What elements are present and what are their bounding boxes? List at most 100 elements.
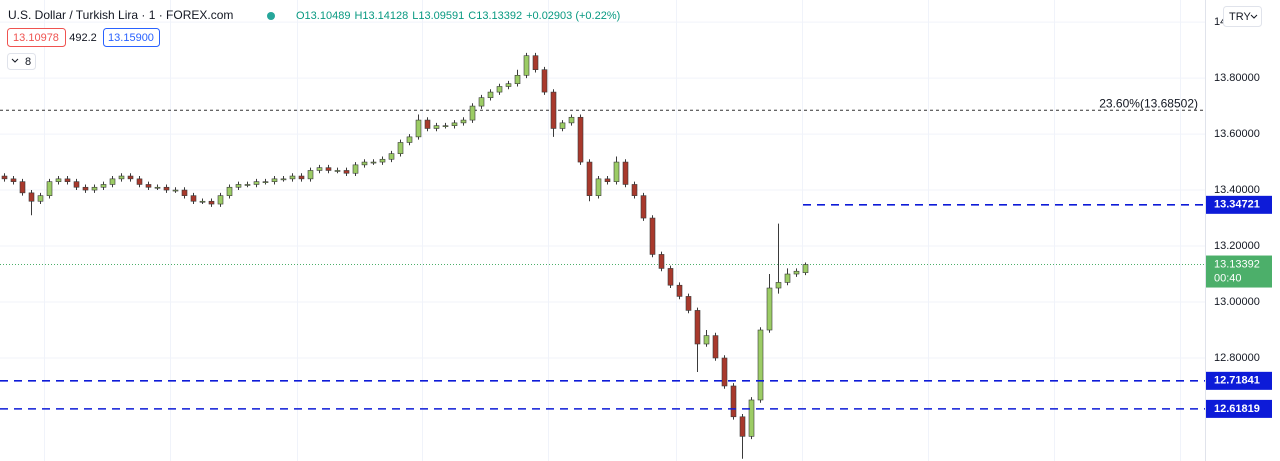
candle-body — [145, 184, 152, 188]
candle-body — [190, 195, 197, 202]
candle-body — [703, 335, 710, 345]
candle-body — [478, 97, 485, 107]
candle-body — [451, 122, 458, 126]
indicators-toggle[interactable] — [7, 53, 36, 70]
candle-body — [253, 181, 260, 185]
candle-body — [154, 186, 161, 189]
y-tick-label: 13.80000 — [1214, 72, 1260, 84]
candle-body — [307, 170, 314, 180]
candle-body — [496, 86, 503, 93]
spread: 492.2 — [69, 32, 97, 44]
candle-body — [712, 335, 719, 359]
candle-body — [415, 119, 422, 138]
level-label: 12.71841 — [1214, 375, 1260, 387]
candle-body — [226, 186, 233, 196]
y-tick-label: 13.00000 — [1214, 296, 1260, 308]
candle-body — [379, 158, 386, 163]
candle-body — [577, 116, 584, 163]
candle-body — [604, 178, 611, 182]
candle-body — [406, 136, 413, 143]
candle-body — [802, 264, 809, 273]
candle-body — [361, 161, 368, 166]
ohlc: O13.10489 H13.14128 L13.09591 C13.13392 +0.0… — [296, 10, 620, 22]
candle-body — [1, 175, 8, 180]
candle-body — [667, 268, 674, 286]
candle-body — [424, 119, 431, 129]
candle-body — [244, 184, 251, 186]
candle-body — [442, 125, 449, 127]
candle-body — [334, 170, 341, 172]
currency: TRY — [1229, 11, 1251, 23]
candle-body — [208, 200, 215, 205]
candle-body — [73, 181, 80, 188]
status-dot — [267, 12, 275, 20]
candle-body — [316, 167, 323, 171]
candle-body — [352, 164, 359, 174]
chevron — [11, 58, 19, 63]
level-tag — [1206, 195, 1272, 214]
candle-body — [37, 195, 44, 202]
y-tick-label: 12.80000 — [1214, 352, 1260, 364]
candle-body — [523, 55, 530, 76]
candle-body — [739, 416, 746, 437]
candle-body — [46, 181, 53, 196]
candle-body — [532, 55, 539, 70]
candle-body — [550, 91, 557, 129]
candle-body — [658, 254, 665, 269]
candle-body — [10, 178, 17, 182]
candle-body — [766, 287, 773, 331]
candle-body — [775, 282, 782, 289]
fib-label: 23.60%(13.68502) — [1099, 96, 1198, 110]
candle-body — [622, 161, 629, 185]
candle-body — [721, 357, 728, 387]
level-tag — [1206, 371, 1272, 390]
time-grid — [44, 0, 1181, 461]
candle-body — [784, 273, 791, 283]
candle-body — [514, 74, 521, 84]
candle-body — [280, 178, 287, 181]
indicator-count: 8 — [25, 56, 31, 68]
candle-body — [235, 184, 242, 188]
candle-body — [298, 175, 305, 180]
candle-body — [730, 385, 737, 418]
candle-body — [217, 195, 224, 205]
candle-body — [91, 186, 98, 191]
candle-body — [100, 184, 107, 188]
candle-body — [289, 175, 296, 180]
candle-body — [370, 161, 377, 164]
candle-body — [505, 83, 512, 87]
candle-body — [586, 161, 593, 196]
candle-body — [685, 296, 692, 311]
y-tick-label: 13.60000 — [1214, 128, 1260, 140]
sell-box[interactable] — [7, 28, 66, 47]
candle-body — [262, 181, 269, 183]
candle-body — [64, 178, 71, 182]
candle-body — [613, 161, 620, 182]
candle-body — [541, 69, 548, 93]
legend: U.S. Dollar / Turkish Lira · 1 · FOREX.c… — [7, 8, 620, 70]
buy-box[interactable] — [103, 28, 160, 47]
level-label: 13.34721 — [1214, 199, 1260, 211]
candle-body — [325, 167, 332, 171]
candle-body — [28, 192, 35, 202]
last-price-label: 13.13392 — [1214, 258, 1260, 270]
currency-button[interactable] — [1223, 6, 1262, 27]
candle-body — [388, 153, 395, 160]
candle-body — [118, 175, 125, 180]
level-tag — [1206, 399, 1272, 418]
candle-body — [568, 116, 575, 124]
candle-body — [748, 399, 755, 437]
candle-body — [433, 125, 440, 129]
candle-body — [397, 142, 404, 154]
candle-body — [640, 195, 647, 219]
candle-body — [631, 184, 638, 196]
ohlc-value: C13.13392 — [468, 10, 522, 22]
candle-body — [55, 178, 62, 182]
ohlc-value: H13.14128 — [354, 10, 408, 22]
candle-body — [676, 284, 683, 297]
last-price-tag — [1206, 255, 1272, 288]
candle-body — [136, 178, 143, 185]
candle-body — [757, 329, 764, 401]
